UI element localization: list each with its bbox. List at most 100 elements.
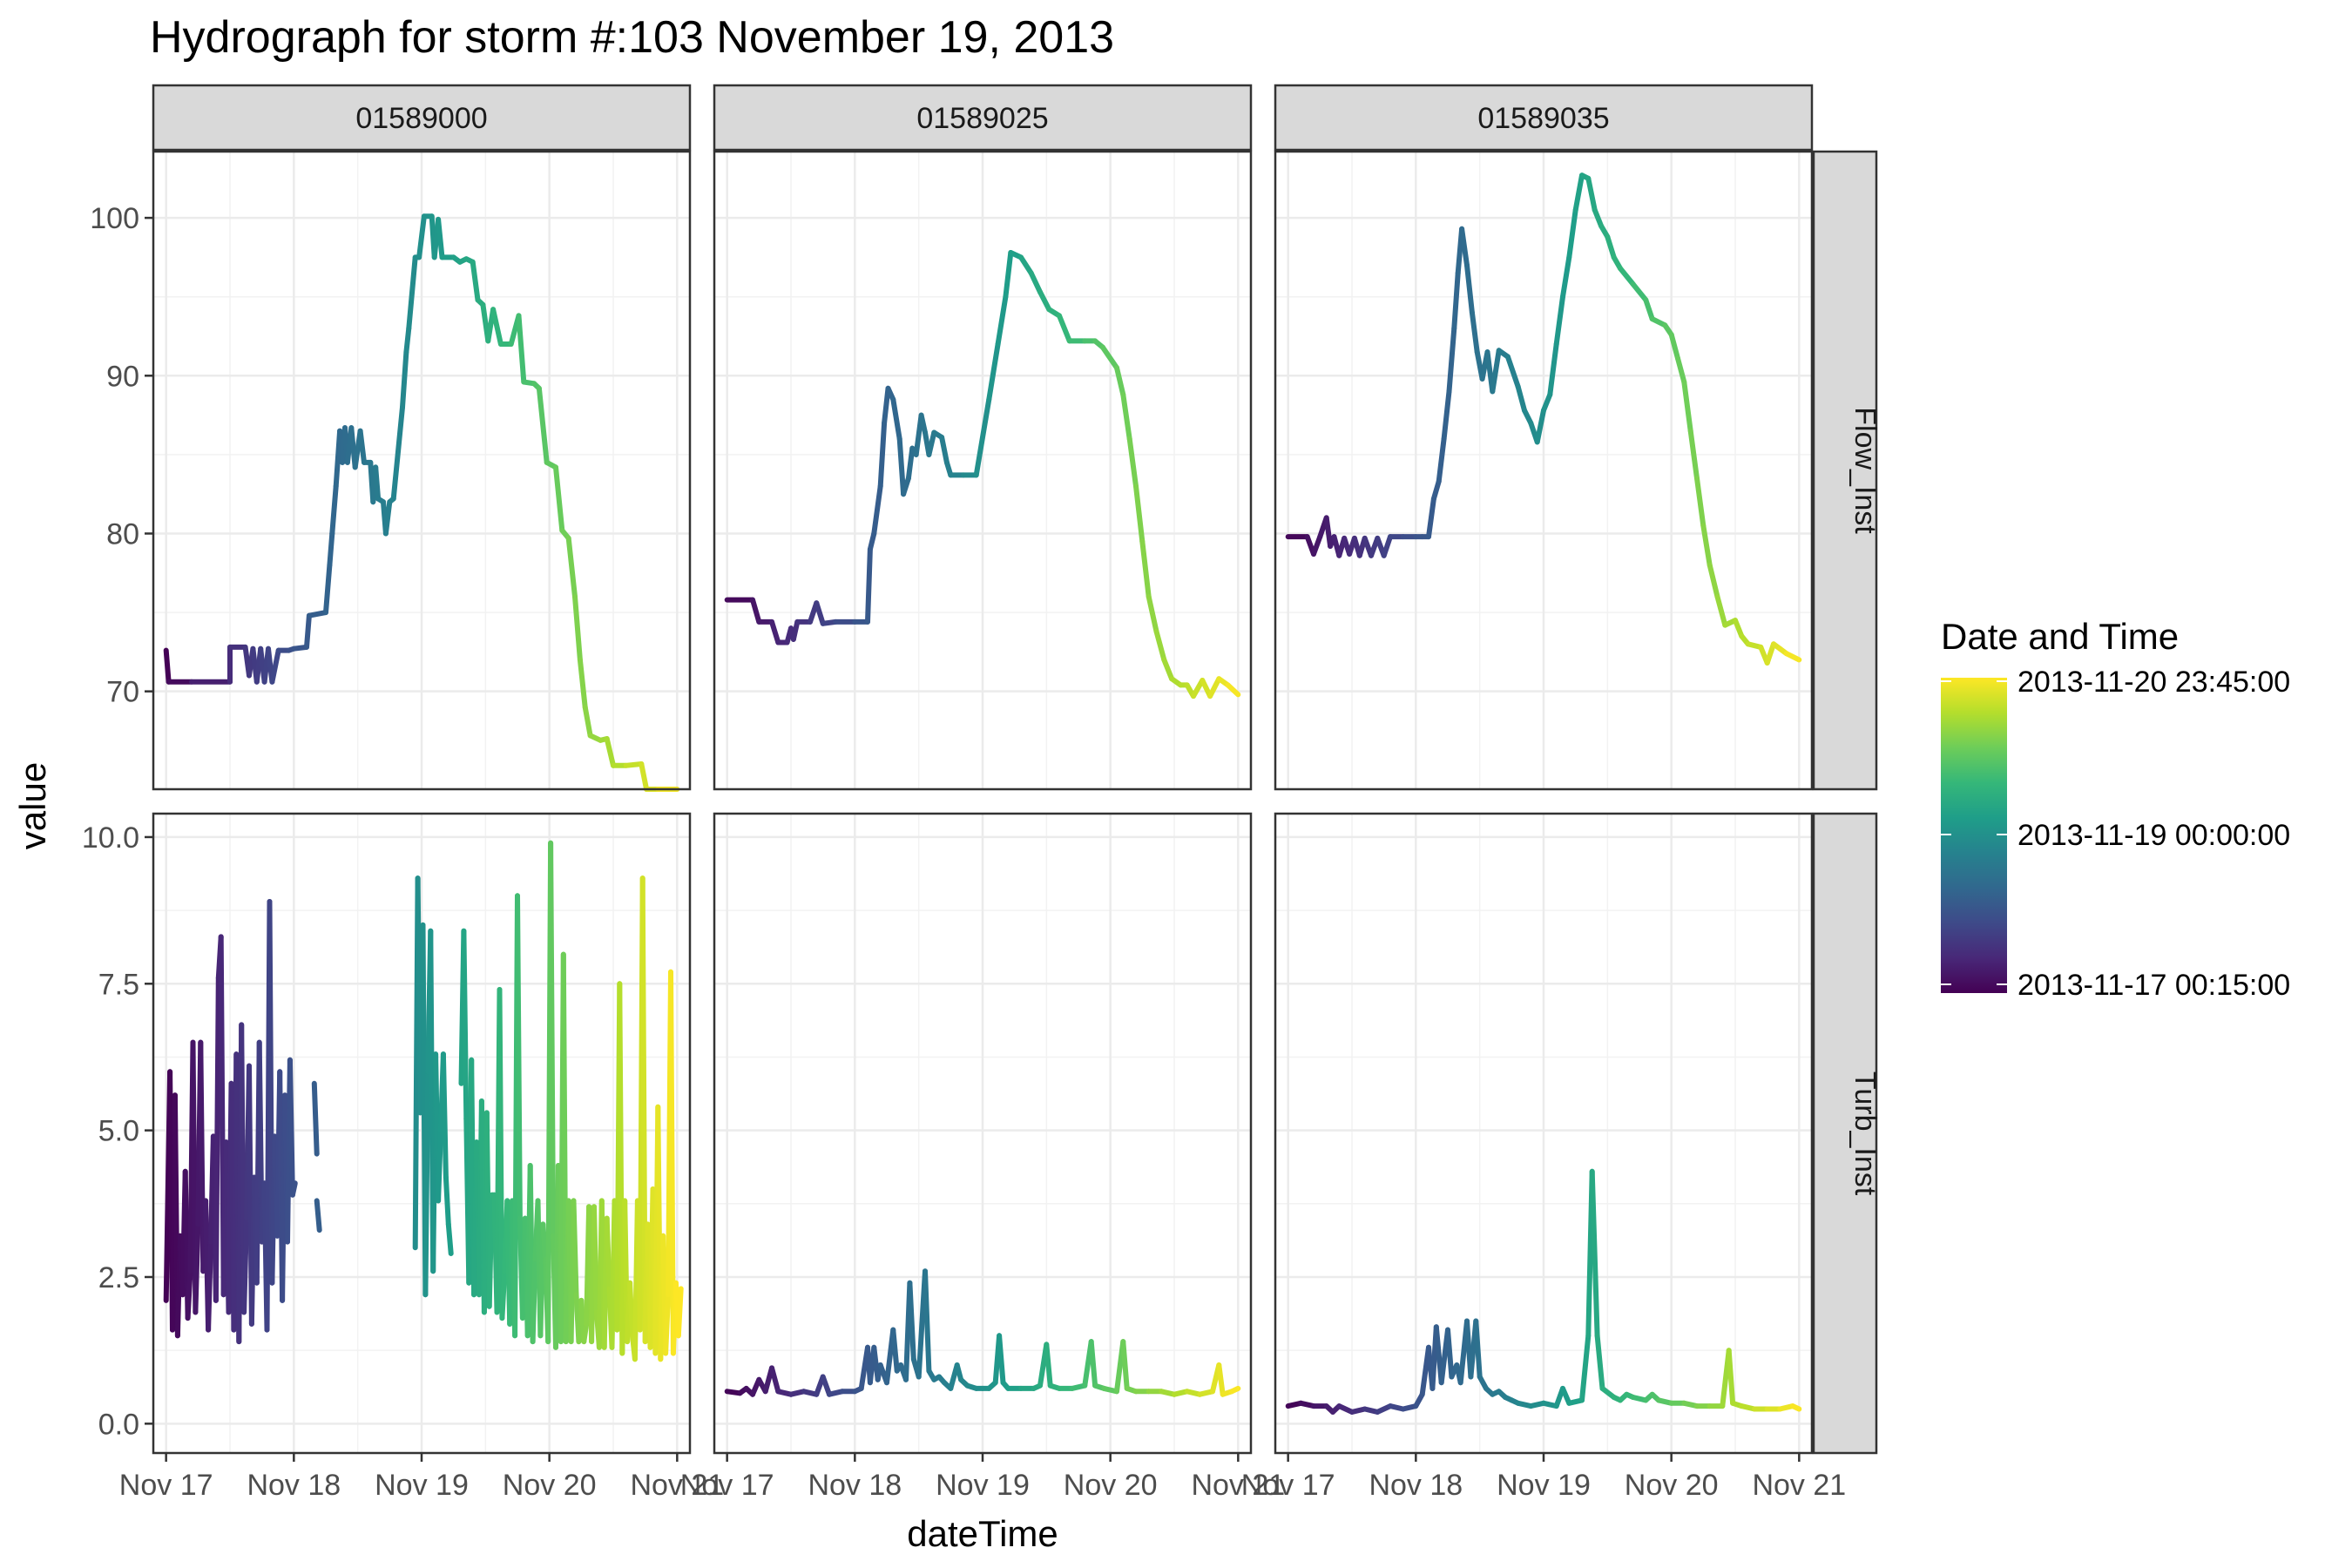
series-segment — [1572, 172, 1585, 213]
series-segment — [1225, 682, 1241, 698]
x-tick-label: Nov 21 — [630, 1469, 724, 1502]
facet-strip-row — [1812, 812, 1878, 1455]
legend-ticks: 2013-11-20 23:45:00 2013-11-19 00:00:00 20… — [1941, 666, 2290, 1002]
series-segment — [540, 1221, 549, 1262]
series-segment — [820, 1374, 832, 1397]
legend-title: Date and Time — [1941, 616, 2179, 657]
series-segment — [1446, 325, 1457, 395]
series-segment — [814, 600, 826, 626]
legend-label: 2013-11-20 23:45:00 — [2017, 666, 2290, 699]
series-segment — [1594, 1333, 1605, 1391]
series-segment — [403, 325, 412, 355]
series-segment — [890, 396, 902, 442]
y-tick-label: 10.0 — [82, 821, 139, 855]
series-segment — [663, 1292, 672, 1356]
y-tick-label: 7.5 — [98, 968, 139, 1001]
series-segment — [1207, 676, 1222, 700]
series-segment — [553, 464, 565, 533]
panel-border — [1274, 150, 1814, 791]
x-tick-label: Nov 19 — [375, 1469, 469, 1502]
series-segment — [1120, 1339, 1130, 1391]
series-segment — [373, 464, 382, 502]
series-segment — [1469, 309, 1480, 355]
panel-01589035-Turb_Inst — [1275, 814, 1812, 1453]
series-segment — [306, 610, 328, 618]
series-segment — [1515, 384, 1527, 414]
series-segment — [1592, 207, 1604, 229]
series-segment — [323, 562, 333, 616]
series-segment — [1714, 594, 1728, 628]
series-segment — [1445, 1327, 1455, 1380]
series-segment — [604, 736, 616, 768]
series-segment — [581, 1321, 590, 1345]
series-segment — [769, 618, 781, 645]
series-segment — [1133, 483, 1146, 544]
series-segment — [867, 531, 877, 552]
series-segment — [1547, 341, 1559, 397]
series-segment — [1311, 534, 1323, 557]
series-segment — [185, 1268, 193, 1321]
series-segment — [1681, 379, 1693, 434]
series-segment — [440, 1051, 449, 1180]
series-segment — [627, 1280, 635, 1339]
panel-01589035-Flow_Inst — [1275, 152, 1812, 789]
series-segment — [1473, 1318, 1483, 1380]
x-tick-label: Nov 21 — [1752, 1469, 1846, 1502]
series-segment — [1579, 1333, 1592, 1403]
series-segment — [890, 1327, 900, 1374]
series-segment — [1618, 266, 1636, 287]
series-segment — [1426, 496, 1436, 540]
series-segment — [213, 975, 221, 1303]
x-tick-label: Nov 20 — [1625, 1469, 1719, 1502]
series-segment — [490, 307, 504, 347]
series-segment — [443, 1174, 451, 1227]
series-segment — [400, 349, 409, 410]
series-segment — [516, 313, 527, 385]
series-segment — [536, 385, 550, 465]
series-segment — [639, 761, 650, 792]
series-segment — [206, 1239, 213, 1333]
series-segment — [907, 1280, 916, 1362]
x-tick-label: Nov 20 — [503, 1469, 597, 1502]
series-01589035-Turb_Inst — [1285, 1168, 1802, 1415]
series-segment — [926, 429, 937, 457]
series-segment — [1790, 1403, 1802, 1412]
series-segment — [675, 1286, 684, 1339]
x-axis-title: dateTime — [907, 1513, 1058, 1554]
series-segment — [1589, 1168, 1600, 1339]
series-segment — [877, 420, 888, 490]
series-segment — [750, 597, 762, 625]
series-segment — [1541, 392, 1553, 414]
series-segment — [1381, 534, 1393, 558]
series-segment — [1553, 294, 1565, 347]
facet-strip-column — [1274, 84, 1814, 152]
series-segment — [1018, 254, 1034, 276]
series-segment — [497, 987, 505, 1321]
series-segment — [1687, 428, 1700, 482]
x-tick-label: Nov 17 — [1241, 1469, 1335, 1502]
x-tick-label: Nov 17 — [680, 1469, 774, 1502]
x-tick-label: Nov 18 — [1369, 1469, 1463, 1502]
series-segment — [1733, 618, 1745, 639]
series-segment — [515, 893, 523, 1221]
panel-border — [713, 150, 1253, 791]
series-segment — [1037, 289, 1052, 313]
facet-panels: 01589000 01589025 01589035 Flow_Inst Turb_In… — [82, 84, 1882, 1502]
panel-01589025-Turb_Inst — [714, 814, 1251, 1453]
series-segment — [896, 436, 907, 497]
series-segment — [1451, 270, 1461, 331]
facet-strip-label: Turb_Inst — [1848, 1071, 1882, 1196]
series-segment — [918, 412, 928, 436]
y-tick-label: 70 — [106, 676, 139, 709]
series-segment — [1088, 1339, 1098, 1389]
series-segment — [668, 969, 676, 1356]
series-segment — [1229, 1385, 1241, 1395]
facet-strip-label: Flow_Inst — [1848, 407, 1882, 534]
series-segment — [1566, 207, 1578, 260]
x-tick-label: Nov 21 — [1191, 1469, 1285, 1502]
series-segment — [327, 531, 335, 568]
series-segment — [1504, 354, 1521, 389]
y-tick-label: 80 — [106, 517, 139, 551]
series-01589000-Turb_Inst — [163, 840, 684, 1362]
series-segment — [241, 1215, 250, 1315]
